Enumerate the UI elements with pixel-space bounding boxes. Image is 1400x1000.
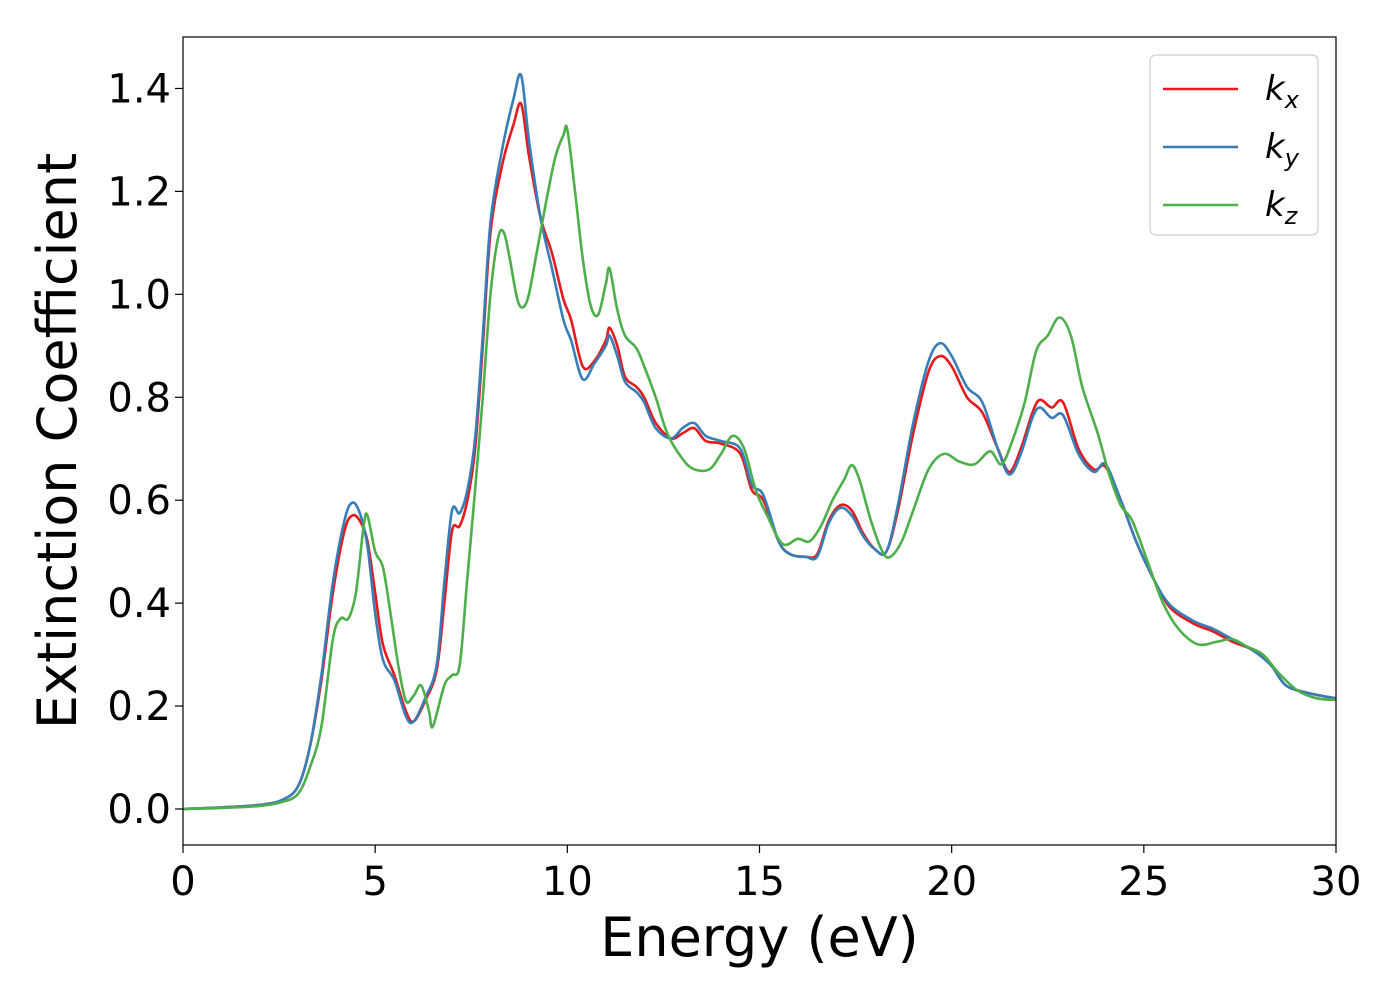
legend-label-subscript: y [1284,144,1300,172]
x-tick-label: 15 [734,859,785,905]
x-axis: 0 5 10 15 20 25 30 [170,845,1361,905]
y-tick-label: 1.4 [107,66,171,112]
y-axis: 0.0 0.2 0.4 0.6 0.8 1.0 1.2 1.4 [107,66,183,833]
y-tick-label: 1.0 [107,272,171,318]
legend-label-base: k [1265,127,1286,167]
legend-label-kz: kz [1265,185,1299,230]
x-tick-label: 30 [1311,859,1362,905]
y-tick-label: 0.2 [107,684,171,730]
legend-label-kx: kx [1265,69,1300,114]
legend-box [1149,54,1319,236]
y-axis-label: Extinction Coefficient [26,153,89,729]
y-tick-label: 0.8 [107,375,171,421]
y-tick-label: 0.4 [107,581,171,627]
y-tick-label: 1.2 [107,169,171,215]
x-tick-label: 20 [926,859,977,905]
x-tick-label: 25 [1118,859,1169,905]
series-lines [182,72,1337,811]
series-line-kz [182,124,1337,811]
series-line-ky [182,72,1337,811]
y-tick-label: 0.6 [107,478,171,524]
legend-label-subscript: x [1284,86,1300,114]
x-tick-label: 5 [362,859,387,905]
x-tick-label: 10 [542,859,593,905]
series-line-kx [182,101,1337,811]
y-tick-label: 0.0 [107,787,171,833]
legend-label-base: k [1265,69,1286,109]
x-axis-label: Energy (eV) [600,906,919,969]
legend-label-subscript: z [1284,202,1299,230]
legend-label-ky: ky [1265,127,1300,172]
x-tick-label: 0 [170,859,195,905]
legend-label-base: k [1265,185,1286,225]
